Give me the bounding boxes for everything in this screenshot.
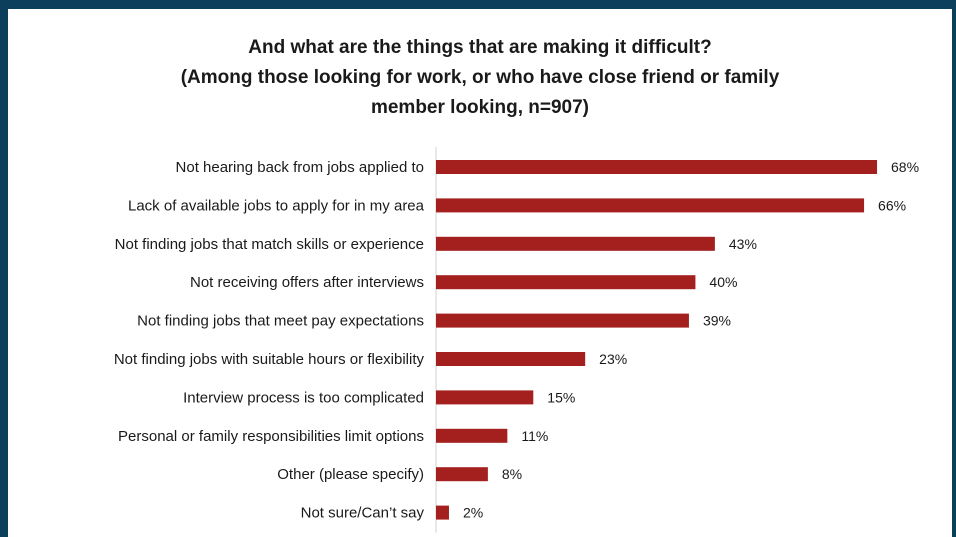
bar-chart: Not hearing back from jobs applied to 68%… [114, 147, 919, 533]
bar [436, 352, 586, 366]
chart-title: And what are the things that are making … [8, 33, 952, 123]
bar [436, 160, 878, 174]
category-label: Not receiving offers after interviews [190, 274, 424, 291]
data-label: 43% [729, 236, 757, 252]
category-label: Interview process is too complicated [183, 389, 424, 406]
bar [436, 275, 696, 290]
category-label: Not finding jobs with suitable hours or … [114, 351, 425, 368]
chart-title-line-3: member looking, n=907) [370, 97, 590, 118]
bar [436, 313, 689, 328]
bar [436, 198, 865, 213]
category-label: Not hearing back from jobs applied to [176, 159, 424, 176]
bar [436, 236, 715, 251]
data-label: 2% [463, 505, 483, 521]
bar [436, 467, 488, 482]
data-label: 66% [878, 197, 906, 213]
category-label: Not finding jobs that match skills or ex… [115, 236, 424, 253]
chart-title-line-1: And what are the things that are making … [248, 37, 712, 58]
category-label: Personal or family responsibilities limi… [118, 428, 424, 445]
chart-frame: And what are the things that are making … [8, 9, 952, 537]
data-label: 8% [502, 466, 522, 482]
data-label: 40% [709, 274, 737, 290]
data-label: 68% [891, 159, 919, 175]
category-label: Lack of available jobs to apply for in m… [128, 197, 425, 214]
bar [436, 428, 508, 443]
data-label: 23% [599, 351, 627, 367]
category-label: Not sure/Can’t say [301, 505, 425, 522]
category-label: Other (please specify) [277, 466, 424, 483]
chart-title-line-2: (Among those looking for work, or who ha… [180, 67, 780, 88]
data-label: 11% [521, 428, 548, 444]
bar [436, 390, 534, 405]
category-label: Not finding jobs that meet pay expectati… [137, 313, 424, 330]
data-label: 15% [547, 389, 575, 405]
data-label: 39% [703, 313, 731, 329]
bar [436, 505, 449, 520]
